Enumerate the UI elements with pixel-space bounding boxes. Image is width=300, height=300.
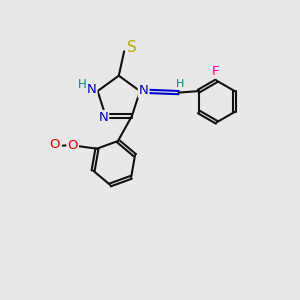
Text: H: H xyxy=(78,78,87,91)
Text: N: N xyxy=(98,111,108,124)
Text: S: S xyxy=(127,40,137,55)
Text: O: O xyxy=(49,138,60,151)
Text: H: H xyxy=(176,79,184,89)
Text: F: F xyxy=(212,65,219,78)
Text: N: N xyxy=(139,84,148,97)
Text: N: N xyxy=(87,83,97,96)
Text: O: O xyxy=(68,139,78,152)
